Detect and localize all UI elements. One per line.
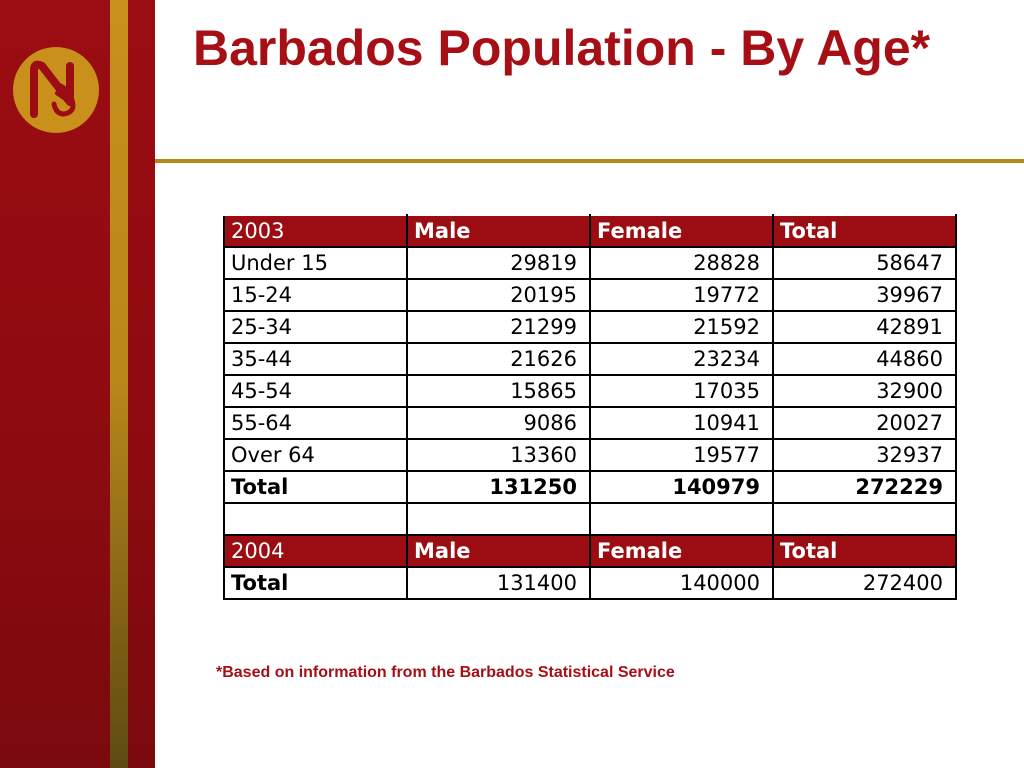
empty-cell xyxy=(772,502,957,536)
total-header-cell: Total xyxy=(772,534,957,568)
empty-cell xyxy=(589,502,774,536)
title-divider xyxy=(155,159,1024,163)
table-spacer-row xyxy=(223,502,957,536)
table-row: 55-64 9086 10941 20027 xyxy=(223,406,957,440)
female-header-cell: Female xyxy=(589,214,774,248)
total-cell: 42891 xyxy=(772,310,957,344)
table-header-2003: 2003 Male Female Total xyxy=(223,214,957,248)
table-row: Over 64 13360 19577 32937 xyxy=(223,438,957,472)
male-cell: 21626 xyxy=(406,342,591,376)
table-row: 25-34 21299 21592 42891 xyxy=(223,310,957,344)
male-total-cell: 131400 xyxy=(406,566,591,600)
total-cell: 20027 xyxy=(772,406,957,440)
total-cell: 39967 xyxy=(772,278,957,312)
female-total-cell: 140979 xyxy=(589,470,774,504)
total-cell: 44860 xyxy=(772,342,957,376)
female-cell: 19577 xyxy=(589,438,774,472)
slide-title: Barbados Population - By Age* xyxy=(193,20,931,76)
female-total-cell: 140000 xyxy=(589,566,774,600)
female-cell: 28828 xyxy=(589,246,774,280)
female-cell: 10941 xyxy=(589,406,774,440)
male-cell: 20195 xyxy=(406,278,591,312)
total-label-cell: Total xyxy=(223,566,408,600)
total-cell: 58647 xyxy=(772,246,957,280)
female-cell: 19772 xyxy=(589,278,774,312)
grand-total-cell: 272400 xyxy=(772,566,957,600)
left-decorative-band xyxy=(0,0,155,768)
band-gold-stripe xyxy=(110,0,128,768)
table-row: 15-24 20195 19772 39967 xyxy=(223,278,957,312)
male-cell: 9086 xyxy=(406,406,591,440)
table-row: 35-44 21626 23234 44860 xyxy=(223,342,957,376)
female-cell: 17035 xyxy=(589,374,774,408)
male-cell: 21299 xyxy=(406,310,591,344)
age-group-cell: 45-54 xyxy=(223,374,408,408)
age-group-cell: 15-24 xyxy=(223,278,408,312)
band-red-stripe-narrow xyxy=(128,0,155,768)
male-total-cell: 131250 xyxy=(406,470,591,504)
male-header-cell: Male xyxy=(406,534,591,568)
age-group-cell: 35-44 xyxy=(223,342,408,376)
table-total-row-2004: Total 131400 140000 272400 xyxy=(223,566,957,600)
total-label-cell: Total xyxy=(223,470,408,504)
year-header-cell: 2004 xyxy=(223,534,408,568)
female-header-cell: Female xyxy=(589,534,774,568)
age-group-cell: 55-64 xyxy=(223,406,408,440)
female-cell: 23234 xyxy=(589,342,774,376)
age-group-cell: Over 64 xyxy=(223,438,408,472)
empty-cell xyxy=(223,502,408,536)
male-cell: 29819 xyxy=(406,246,591,280)
table-total-row-2003: Total 131250 140979 272229 xyxy=(223,470,957,504)
age-group-cell: 25-34 xyxy=(223,310,408,344)
table-row: Under 15 29819 28828 58647 xyxy=(223,246,957,280)
male-cell: 15865 xyxy=(406,374,591,408)
female-cell: 21592 xyxy=(589,310,774,344)
table-header-2004: 2004 Male Female Total xyxy=(223,534,957,568)
male-cell: 13360 xyxy=(406,438,591,472)
table-row: 45-54 15865 17035 32900 xyxy=(223,374,957,408)
total-cell: 32900 xyxy=(772,374,957,408)
empty-cell xyxy=(406,502,591,536)
total-header-cell: Total xyxy=(772,214,957,248)
male-header-cell: Male xyxy=(406,214,591,248)
age-group-cell: Under 15 xyxy=(223,246,408,280)
source-footnote: *Based on information from the Barbados … xyxy=(216,664,675,681)
grand-total-cell: 272229 xyxy=(772,470,957,504)
population-table: 2003 Male Female Total Under 15 29819 28… xyxy=(223,214,957,600)
year-header-cell: 2003 xyxy=(223,214,408,248)
total-cell: 32937 xyxy=(772,438,957,472)
ribbon-n-emblem-icon xyxy=(13,47,99,133)
